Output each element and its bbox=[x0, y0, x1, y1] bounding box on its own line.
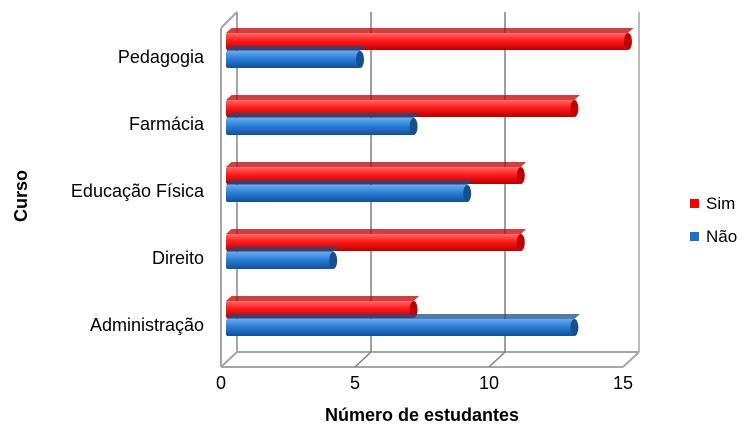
bar-não-4 bbox=[226, 314, 580, 336]
gridline-floor bbox=[488, 351, 506, 368]
gridline-floor bbox=[354, 351, 372, 368]
bar-sim-4 bbox=[226, 296, 420, 318]
bars bbox=[226, 28, 634, 336]
category-label: Pedagogia bbox=[118, 47, 205, 67]
x-axis-title: Número de estudantes bbox=[325, 405, 519, 425]
x-tick-label: 5 bbox=[350, 373, 360, 393]
bar-não-0 bbox=[226, 46, 366, 68]
y-axis-title: Curso bbox=[11, 170, 31, 222]
legend-label-sim: Sim bbox=[706, 194, 735, 213]
x-tick-labels: 0 5 10 15 bbox=[216, 373, 633, 393]
side-wall-top-edge bbox=[220, 11, 238, 29]
floor-right-edge bbox=[622, 351, 640, 368]
category-label: Educação Física bbox=[71, 181, 205, 201]
x-tick-label: 15 bbox=[613, 373, 633, 393]
category-label: Farmácia bbox=[129, 114, 205, 134]
legend-swatch-sim bbox=[690, 199, 699, 208]
bar-sim-2 bbox=[226, 162, 527, 184]
legend: Sim Não bbox=[690, 194, 737, 246]
legend-label-não: Não bbox=[706, 227, 737, 246]
bar-sim-0 bbox=[226, 28, 634, 50]
bar-não-1 bbox=[226, 113, 420, 135]
category-label: Administração bbox=[90, 315, 204, 335]
category-labels: Pedagogia Farmácia Educação Física Direito A… bbox=[71, 47, 205, 335]
legend-swatch-não bbox=[690, 232, 699, 241]
bar-sim-3 bbox=[226, 229, 527, 251]
x-tick-label: 10 bbox=[479, 373, 499, 393]
x-tick-label: 0 bbox=[216, 373, 226, 393]
category-label: Direito bbox=[152, 248, 204, 268]
bar-não-3 bbox=[226, 247, 339, 269]
bar-não-2 bbox=[226, 180, 473, 202]
floor-left-edge bbox=[220, 351, 238, 368]
bar-sim-1 bbox=[226, 95, 580, 117]
